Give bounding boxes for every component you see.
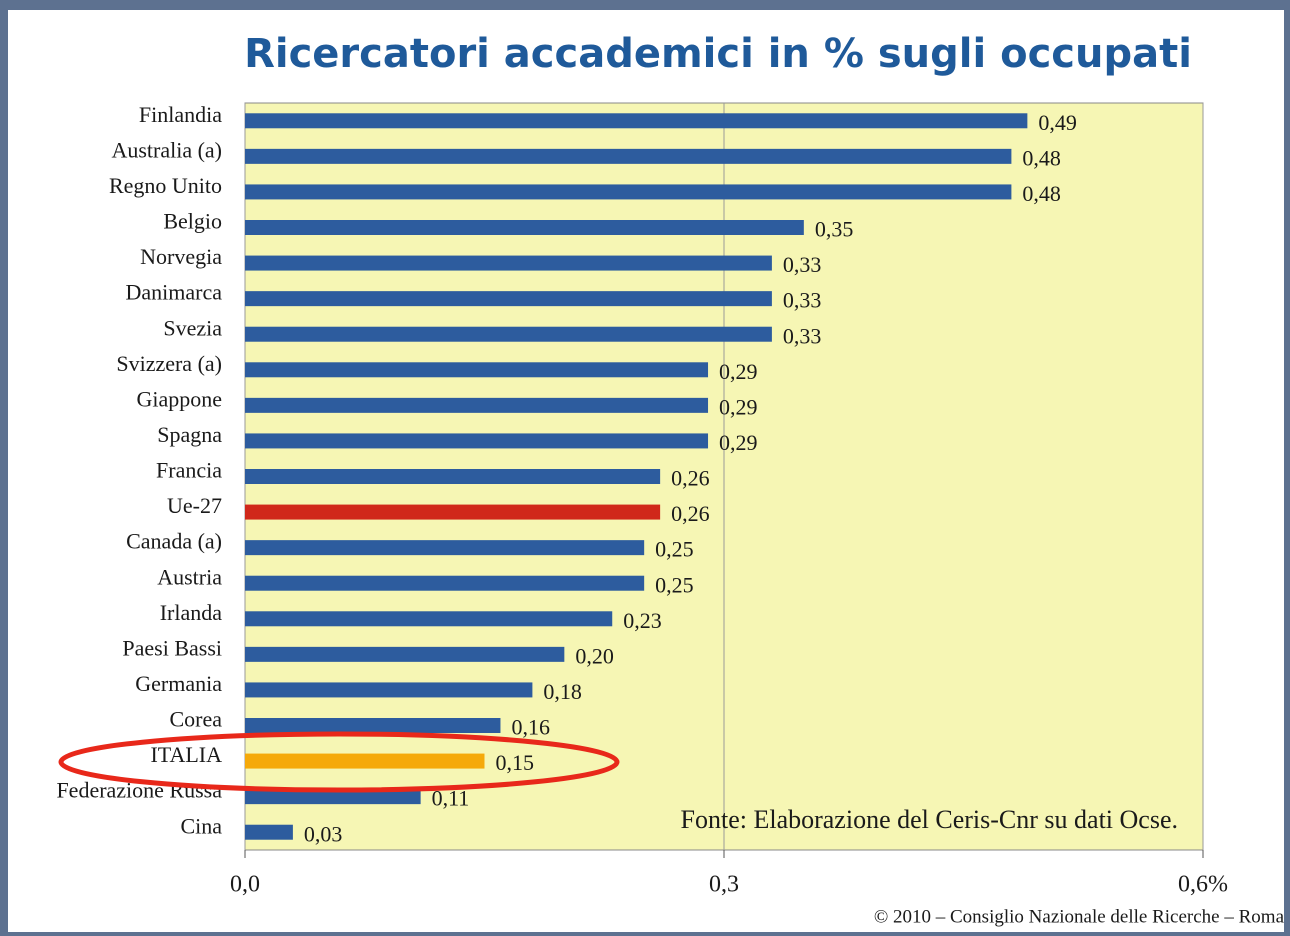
value-label: 0,03 <box>304 821 343 846</box>
value-label: 0,29 <box>719 430 758 455</box>
bar <box>245 148 1012 164</box>
y-tick-label: Norvegia <box>140 244 222 269</box>
value-label: 0,25 <box>655 537 694 562</box>
y-tick-label: Germania <box>135 671 222 696</box>
y-tick-label: ITALIA <box>150 742 222 767</box>
bar <box>245 184 1012 200</box>
value-label: 0,33 <box>783 323 822 348</box>
y-tick-label: Australia (a) <box>111 137 222 162</box>
bar <box>245 433 709 449</box>
bar <box>245 291 772 307</box>
y-tick-label: Ue-27 <box>167 493 222 518</box>
value-label: 0,49 <box>1038 110 1077 135</box>
value-label: 0,15 <box>496 750 535 775</box>
y-tick-label: Svezia <box>163 315 222 340</box>
y-tick-label: Austria <box>157 564 222 589</box>
bar <box>245 611 613 627</box>
value-label: 0,29 <box>719 359 758 384</box>
value-label: 0,20 <box>575 643 614 668</box>
value-label: 0,33 <box>783 252 822 277</box>
y-tick-label: Canada (a) <box>126 529 222 554</box>
y-tick-label: Danimarca <box>126 280 223 305</box>
y-tick-label: Finlandia <box>139 102 222 127</box>
bar <box>245 575 645 591</box>
x-tick-label: 0,3 <box>709 872 739 898</box>
y-tick-label: Corea <box>169 707 222 732</box>
bar <box>245 540 645 556</box>
value-label: 0,18 <box>543 679 582 704</box>
x-tick-label: 0,6% <box>1178 872 1228 898</box>
source-note: Fonte: Elaborazione del Ceris-Cnr su dat… <box>681 805 1178 834</box>
value-label: 0,26 <box>671 466 710 491</box>
bar <box>245 682 533 698</box>
bar <box>245 397 709 413</box>
value-label: 0,48 <box>1022 181 1061 206</box>
y-tick-label: Irlanda <box>160 600 223 625</box>
value-label: 0,16 <box>511 715 550 740</box>
y-tick-label: Cina <box>180 813 222 838</box>
bar <box>245 326 772 342</box>
bar <box>245 255 772 271</box>
bar <box>245 789 421 805</box>
y-tick-label: Regno Unito <box>109 173 222 198</box>
value-label: 0,35 <box>815 217 854 242</box>
value-label: 0,25 <box>655 572 694 597</box>
footer: © 2010 – Consiglio Nazionale delle Ricer… <box>874 906 1285 927</box>
y-tick-label: Paesi Bassi <box>122 635 222 660</box>
y-tick-label: Spagna <box>157 422 222 447</box>
y-tick-label: Giappone <box>136 386 222 411</box>
bar <box>245 646 565 662</box>
y-tick-label: Francia <box>156 458 222 483</box>
value-label: 0,48 <box>1022 145 1061 170</box>
bar <box>245 469 661 484</box>
y-tick-label: Belgio <box>163 209 222 234</box>
bar <box>245 220 804 235</box>
bar <box>245 824 293 840</box>
bars: Finlandia 0,49 Australia (a) 0,48 Regno Unit… <box>56 102 1076 846</box>
bar <box>245 113 1028 129</box>
bar <box>245 362 709 378</box>
bar <box>245 718 501 733</box>
value-label: 0,29 <box>719 394 758 419</box>
value-label: 0,23 <box>623 608 662 633</box>
bar <box>245 504 661 520</box>
y-tick-label: Svizzera (a) <box>116 351 222 376</box>
bar <box>245 753 485 769</box>
value-label: 0,26 <box>671 501 710 526</box>
x-tick-label: 0,0 <box>230 872 260 898</box>
chart-title: Ricercatori accademici in % sugli occupa… <box>244 31 1192 77</box>
value-label: 0,33 <box>783 288 822 313</box>
highlight-ellipse <box>58 731 620 793</box>
